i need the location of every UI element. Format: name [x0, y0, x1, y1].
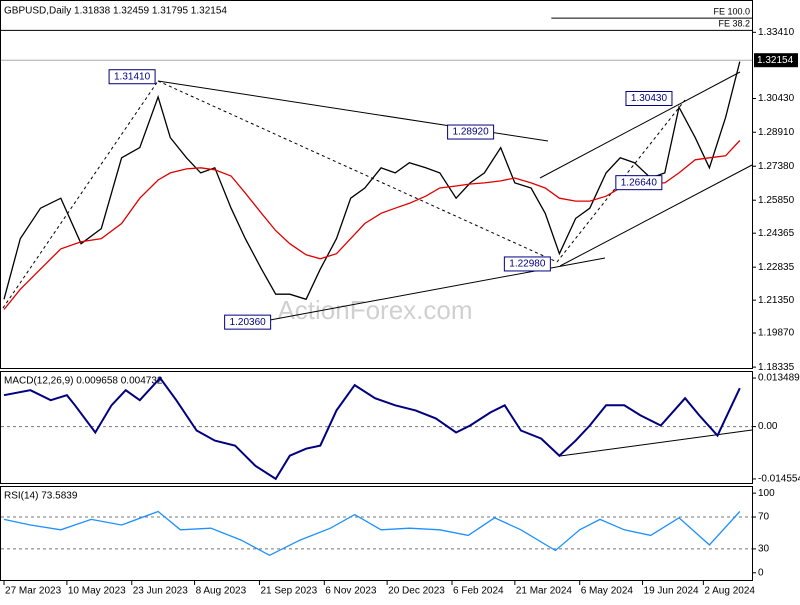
level-label: 1.22980: [509, 259, 546, 270]
macd-title: MACD(12,26,9) 0.009658 0.004732: [4, 376, 163, 387]
last-price-box: [754, 53, 798, 68]
price-title: GBPUSD,Daily 1.31838 1.32459 1.31795 1.3…: [4, 6, 227, 17]
channel-line: [559, 164, 753, 267]
y-tick-label: 1.24365: [758, 228, 795, 239]
x-tick-label: 21 Sep 2023: [260, 586, 317, 597]
x-tick-label: 6 Feb 2024: [453, 586, 504, 597]
level-box: [625, 90, 673, 106]
trend-line: [157, 80, 558, 263]
y-tick-label: 0.013489: [758, 373, 800, 384]
series-line: [3, 510, 741, 557]
fe-label: FE 38.2: [718, 19, 750, 29]
rsi-title: RSI(14) 73.5839: [4, 491, 78, 502]
level-box: [503, 256, 551, 272]
level-box: [615, 175, 663, 191]
fe-label: FE 100.0: [713, 6, 750, 16]
y-tick-label: 0.00: [758, 421, 778, 432]
x-tick-label: 2 Aug 2024: [704, 586, 755, 597]
y-tick-label: 70: [758, 512, 770, 523]
x-tick-label: 21 Mar 2024: [516, 586, 573, 597]
x-tick-label: 19 Jun 2024: [644, 586, 699, 597]
y-tick-label: 100: [758, 488, 775, 499]
y-tick-label: 1.27380: [758, 161, 795, 172]
x-tick-label: 20 Dec 2023: [388, 586, 445, 597]
x-tick-label: 23 Jun 2023: [133, 586, 188, 597]
y-tick-label: 1.22835: [758, 262, 795, 273]
y-tick-label: 1.33410: [758, 27, 795, 38]
level-box: [447, 124, 495, 140]
x-tick-label: 8 Aug 2023: [196, 586, 247, 597]
x-tick-label: 10 May 2023: [68, 586, 126, 597]
y-tick-label: 1.25850: [758, 195, 795, 206]
level-label: 1.30430: [631, 93, 668, 104]
y-tick-label: 1.18335: [758, 362, 795, 373]
y-tick-label: 1.19870: [758, 328, 795, 339]
trend-line: [2, 80, 159, 309]
y-tick-label: 1.30430: [758, 93, 795, 104]
y-tick-label: 1.28910: [758, 127, 795, 138]
y-tick-label: 1.21350: [758, 295, 795, 306]
series-line: [3, 61, 741, 301]
x-tick-label: 6 Nov 2023: [325, 586, 377, 597]
level-label: 1.20360: [230, 317, 267, 328]
level-box: [108, 69, 156, 85]
y-tick-label: 30: [758, 544, 770, 555]
x-tick-label: 6 May 2024: [581, 586, 634, 597]
series-line: [3, 376, 741, 481]
level-label: 1.31410: [114, 71, 151, 82]
level-label: 1.26640: [621, 177, 658, 188]
last-price-label: 1.32154: [757, 55, 794, 66]
channel-line: [539, 71, 741, 179]
y-tick-label: -0.014554: [758, 474, 800, 485]
macd-panel: [0, 371, 753, 484]
x-tick-label: 27 Mar 2023: [5, 586, 62, 597]
rsi-panel: [0, 486, 753, 581]
level-label: 1.28920: [453, 127, 490, 138]
macd-trend-line: [559, 429, 753, 457]
watermark: ActionForex.com: [277, 295, 472, 325]
y-tick-label: 0: [758, 567, 764, 578]
level-box: [224, 314, 272, 330]
